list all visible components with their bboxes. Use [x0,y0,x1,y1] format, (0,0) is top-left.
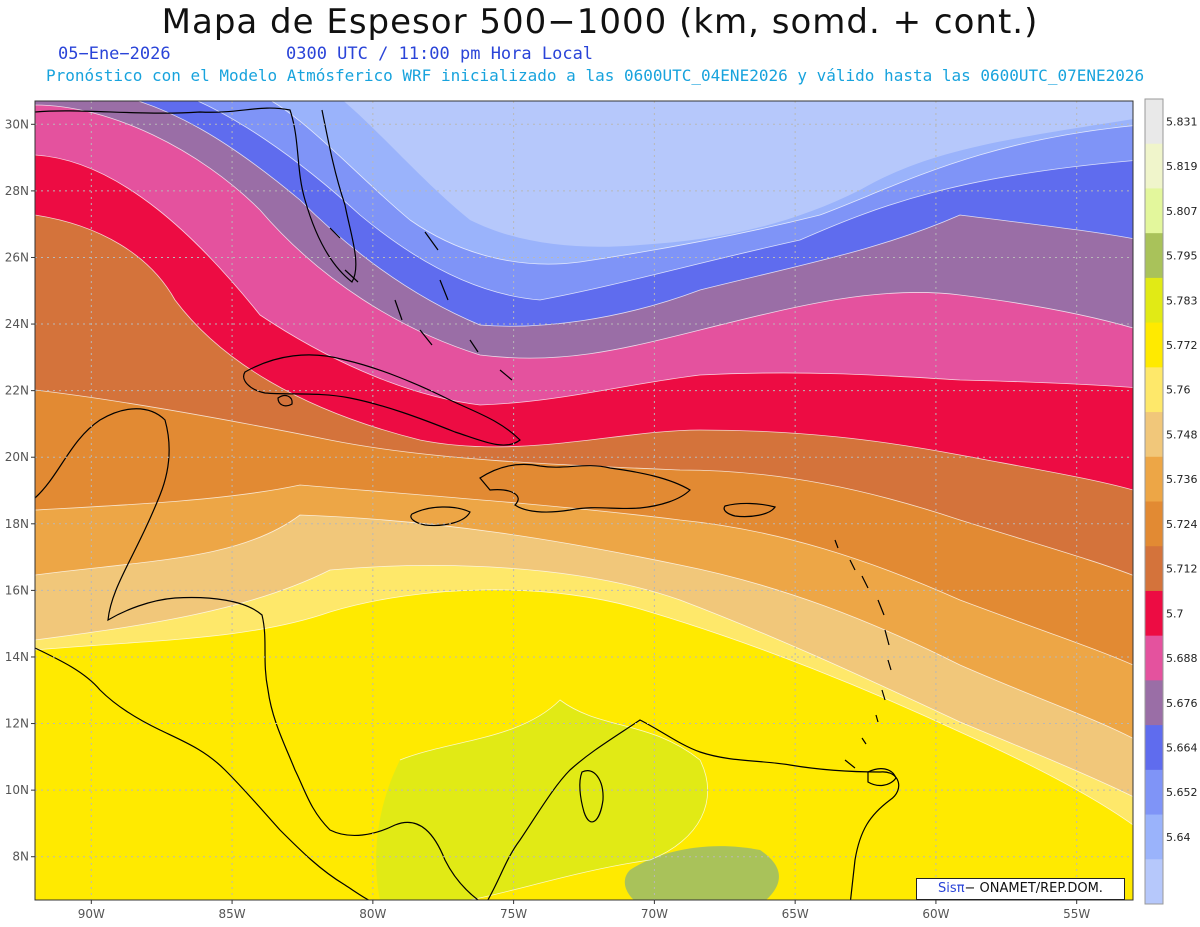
colorbar-swatch [1145,769,1163,816]
colorbar-swatch [1145,725,1163,771]
jamaica-coast [410,506,471,527]
colorbar-swatch [1145,277,1163,324]
lon-label: 70W [641,907,668,921]
forecast-date: 05−Ene−2026 [58,44,171,64]
colorbar-swatch [1145,590,1163,637]
band-5-795 [624,846,779,900]
band-5-783 [376,700,708,900]
pacific-coast [35,647,370,900]
puerto-rico-coast [723,502,776,518]
colorbar-swatch [1145,233,1163,279]
lon-label: 80W [359,907,386,921]
colorbar-label: 5.64 [1166,831,1191,844]
lon-label: 85W [219,907,246,921]
colorbar-label: 5.807 [1166,205,1198,218]
colorbar-label: 5.831 [1166,115,1198,128]
colorbar-swatch [1145,412,1163,458]
map-title: Mapa de Espesor 500−1000 (km, somd. + co… [161,2,1039,42]
colorbar-swatch [1145,814,1163,860]
colorbar-swatch [1145,501,1163,547]
colorbar-frame [1144,98,1164,905]
colorbar-swatch [1145,456,1163,502]
credit-brand: Sis [938,881,957,896]
lat-label: 30N [5,117,29,131]
map-frame [34,100,1134,901]
trinidad-coast [867,768,897,787]
colorbar-label: 5.783 [1166,294,1198,307]
lat-label: 10N [5,783,29,797]
central-america-coast [35,408,480,900]
isla-juventud [277,394,293,407]
forecast-description: Pronóstico con el Modelo Atmósferico WRF… [46,66,1145,85]
colorbar-label: 5.736 [1166,473,1198,486]
lake-maracaibo [579,770,604,823]
lat-lon-grid [35,101,1133,900]
colorbar-label: 5.76 [1166,384,1191,397]
colorbar-label: 5.652 [1166,786,1198,799]
lat-label: 8N [12,850,29,864]
lat-label: 26N [5,250,29,264]
south-america-coast [487,719,900,900]
florida-coast [35,107,357,283]
credit-pi: π [956,881,965,896]
lon-label: 60W [922,907,949,921]
colorbar-label: 5.819 [1166,160,1198,173]
colorbar-label: 5.748 [1166,428,1198,441]
colorbar-swatch [1145,859,1163,905]
colorbar-label: 5.712 [1166,563,1198,576]
forecast-time: 0300 UTC / 11:00 pm Hora Local [286,44,594,64]
contour-lines [35,101,1133,900]
colorbar-label: 5.7 [1166,607,1184,620]
colorbar-swatch [1145,188,1163,234]
cuba-coast [243,354,521,446]
colorbar-label: 5.724 [1166,518,1198,531]
colorbar-swatch [1145,143,1163,189]
lat-label: 22N [5,384,29,398]
colorbar-label: 5.772 [1166,339,1198,352]
lat-label: 24N [5,317,29,331]
colorbar-label: 5.795 [1166,250,1198,263]
colorbar-swatch [1145,546,1163,592]
coastlines [35,107,900,900]
colorbar-swatch [1145,367,1163,413]
lat-label: 12N [5,717,29,731]
colorbar-swatch [1145,322,1163,368]
lat-label: 20N [5,450,29,464]
latitude-axis: 30N 28N 26N 24N 22N 20N 18N 16N 14N 12N 10N 8N [5,117,35,864]
longitude-axis: 90W 85W 80W 75W 70W 65W 60W 55W [78,900,1090,921]
colorbar-swatch [1145,635,1163,681]
credit-box: Sisπ− ONAMET/REP.DOM. [916,878,1125,900]
lat-label: 28N [5,184,29,198]
lon-label: 65W [782,907,809,921]
map-plot-area [35,101,1133,900]
lat-label: 18N [5,517,29,531]
hispaniola-coast [479,463,691,513]
colorbar-swatch [1145,680,1163,726]
colorbar-label: 5.688 [1166,652,1198,665]
bahamas [329,227,513,381]
lon-label: 75W [500,907,527,921]
lat-label: 14N [5,650,29,664]
credit-text: − ONAMET/REP.DOM. [964,881,1103,896]
colorbar: 5.831 5.819 5.807 5.795 5.783 5.772 5.76 5.748 5… [1144,98,1198,905]
lesser-antilles [834,539,892,769]
colorbar-label: 5.676 [1166,697,1198,710]
colorbar-label: 5.664 [1166,741,1198,754]
colorbar-swatch [1145,99,1163,145]
lat-label: 16N [5,583,29,597]
lon-label: 55W [1063,907,1090,921]
lon-label: 90W [78,907,105,921]
